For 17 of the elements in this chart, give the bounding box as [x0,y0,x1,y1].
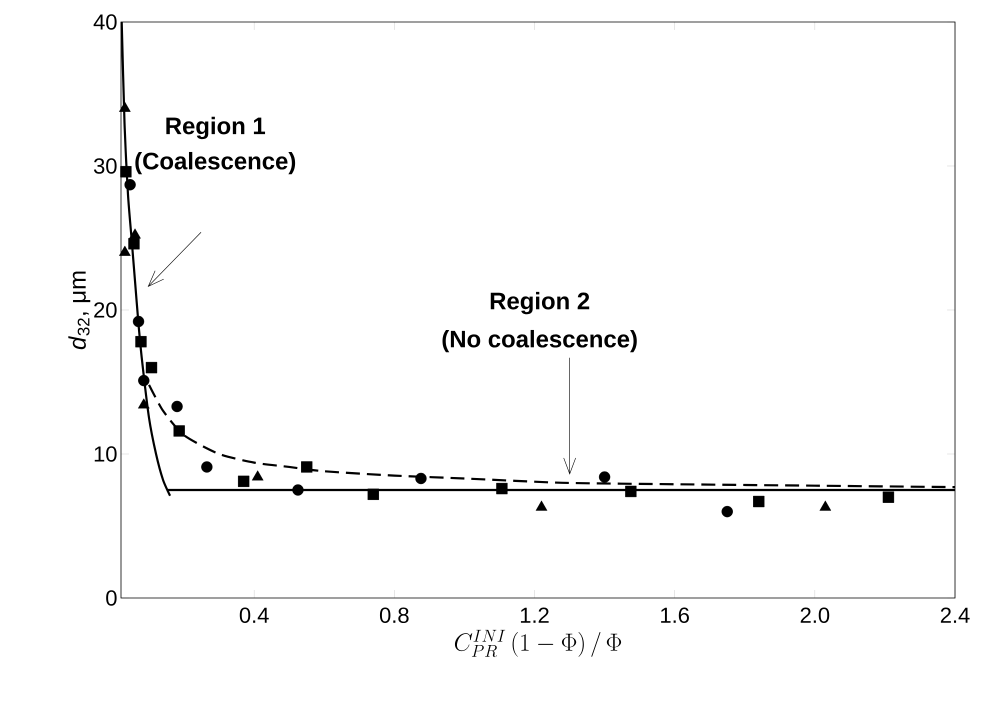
x-tick-label: 1.6 [661,607,689,624]
y-tick-label: 0 [106,590,117,606]
annotation: Region 2 [490,292,590,314]
annotation: Region 1 [166,116,266,140]
y-axis-title: d$_{32}$, μm [68,272,90,350]
y-tick-label: 30 [94,158,117,174]
x-tick-label: 2.0 [800,607,830,624]
annotation: (Coalescence) [135,152,296,174]
y-tick-label: 20 [94,302,117,318]
x-axis-title: $C_{PR}^{INI}\,(1-\Phi)\,/\,\Phi$ [454,630,622,658]
x-tick-label: 0.8 [380,607,409,624]
y-tick-label: 10 [94,446,117,462]
x-tick-label: 2.4 [940,607,970,623]
y-tick-label: 40 [94,14,117,30]
x-tick-label: 0.4 [240,607,269,624]
x-tick-label: 1.2 [520,607,549,623]
annotation: (No coalescence) [442,330,637,352]
